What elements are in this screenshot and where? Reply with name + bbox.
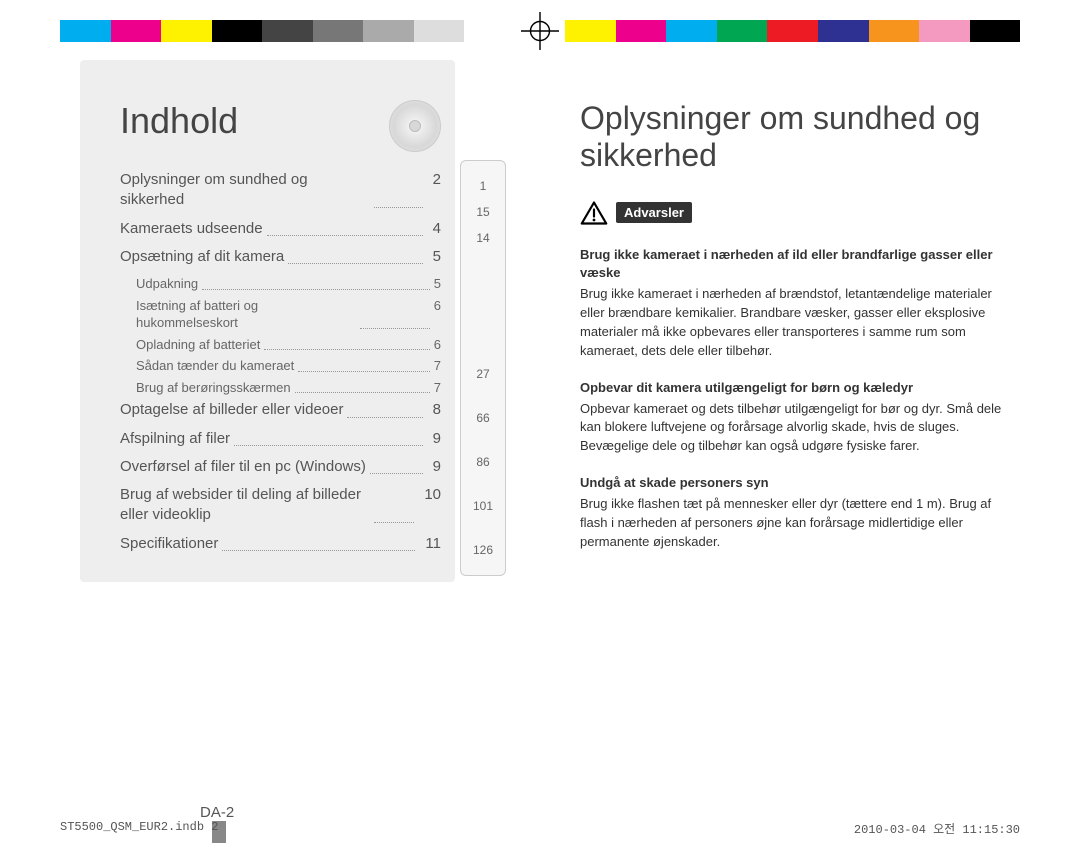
toc-item-page: 9 xyxy=(427,457,441,477)
toc-item-label: Overførsel af filer til en pc (Windows) xyxy=(120,457,366,477)
warning-badge: Advarsler xyxy=(580,200,1020,226)
print-footer: ST5500_QSM_EUR2.indb 2 2010-03-04 오전 11:… xyxy=(60,820,1020,837)
reference-page-column: 11514 27 66 86 101 126 xyxy=(460,160,506,576)
toc-ref-page: 66 xyxy=(476,405,489,431)
toc-ref-page: 15 xyxy=(476,199,489,225)
color-swatch xyxy=(616,20,667,42)
toc-item-page: 4 xyxy=(427,219,441,239)
color-swatch xyxy=(111,20,162,42)
color-swatch xyxy=(60,20,111,42)
color-swatch xyxy=(767,20,818,42)
section-body: Opbevar kameraet og dets tilbehør utilgæ… xyxy=(580,400,1020,457)
content-column: Oplysninger om sundhed og sikkerhed Adva… xyxy=(520,60,1020,791)
toc-subitem-label: Udpakning xyxy=(136,275,198,293)
color-swatch xyxy=(262,20,313,42)
section-heading: Brug ikke kameraet i nærheden af ild ell… xyxy=(580,246,1020,284)
toc-item: Specifikationer 11 xyxy=(120,534,441,554)
color-swatch xyxy=(818,20,869,42)
toc-subitem: Udpakning 5 xyxy=(136,275,441,293)
section-heading: Undgå at skade personers syn xyxy=(580,474,1020,493)
toc-subitem-label: Opladning af batteriet xyxy=(136,336,260,354)
toc-item-label: Specifikationer xyxy=(120,534,218,554)
toc-item-label: Kameraets udseende xyxy=(120,219,263,239)
color-swatch xyxy=(414,20,465,42)
toc-item-page: 9 xyxy=(427,429,441,449)
warning-section: Opbevar dit kamera utilgængeligt for bør… xyxy=(580,379,1020,456)
toc-item: Opsætning af dit kamera 5 xyxy=(120,247,441,267)
toc-item: Optagelse af billeder eller videoer 8 xyxy=(120,400,441,420)
page-number: DA-2 xyxy=(200,804,234,821)
color-swatch xyxy=(666,20,717,42)
toc-item-label: Optagelse af billeder eller videoer xyxy=(120,400,343,420)
toc-item: Brug af websider til deling af billeder … xyxy=(120,485,441,526)
toc-subitem: Brug af berøringsskærmen 7 xyxy=(136,379,441,397)
toc-ref-page: 86 xyxy=(476,449,489,475)
color-swatch xyxy=(970,20,1021,42)
color-swatch xyxy=(717,20,768,42)
section-body: Brug ikke kameraet i nærheden af brændst… xyxy=(580,285,1020,360)
color-swatch xyxy=(363,20,414,42)
toc-item-page: 11 xyxy=(419,534,441,554)
section-body: Brug ikke flashen tæt på mennesker eller… xyxy=(580,495,1020,552)
color-swatch xyxy=(869,20,920,42)
toc-subitem-label: Sådan tænder du kameraet xyxy=(136,357,294,375)
toc-ref-page: 1 xyxy=(480,173,487,199)
toc-subitem-page: 6 xyxy=(434,336,441,354)
warning-section: Undgå at skade personers syn Brug ikke fl… xyxy=(580,474,1020,551)
toc-subitem-page: 7 xyxy=(434,357,441,375)
toc-item-label: Afspilning af filer xyxy=(120,429,230,449)
toc-subitem: Sådan tænder du kameraet 7 xyxy=(136,357,441,375)
toc-item-page: 8 xyxy=(427,400,441,420)
toc-subitem-label: Isætning af batteri og hukommelseskort xyxy=(136,297,356,332)
toc-ref-page: 126 xyxy=(473,537,493,563)
warning-section: Brug ikke kameraet i nærheden af ild ell… xyxy=(580,246,1020,361)
warning-triangle-icon xyxy=(580,200,608,226)
footer-filename: ST5500_QSM_EUR2.indb 2 xyxy=(60,820,218,837)
toc-item: Afspilning af filer 9 xyxy=(120,429,441,449)
toc-item: Overførsel af filer til en pc (Windows) 9 xyxy=(120,457,441,477)
toc-box: Indhold Oplysninger om sundhed og sikker… xyxy=(80,60,455,582)
section-heading: Opbevar dit kamera utilgængeligt for bør… xyxy=(580,379,1020,398)
toc-item: Oplysninger om sundhed og sikkerhed 2 xyxy=(120,170,441,211)
color-swatch xyxy=(565,20,616,42)
toc-item-label: Opsætning af dit kamera xyxy=(120,247,284,267)
toc-ref-page: 101 xyxy=(473,493,493,519)
toc-subitem: Isætning af batteri og hukommelseskort 6 xyxy=(136,297,441,332)
toc-subitem-page: 6 xyxy=(434,297,441,332)
color-swatch xyxy=(313,20,364,42)
color-swatch xyxy=(212,20,263,42)
toc-item-page: 10 xyxy=(418,485,441,526)
toc-item: Kameraets udseende 4 xyxy=(120,219,441,239)
toc-subitem-label: Brug af berøringsskærmen xyxy=(136,379,291,397)
color-swatch xyxy=(464,20,515,42)
toc-item-label: Brug af websider til deling af billeder … xyxy=(120,485,370,526)
toc-ref-page: 14 xyxy=(476,225,489,251)
toc-item-page: 5 xyxy=(427,247,441,267)
color-swatch xyxy=(161,20,212,42)
color-swatch xyxy=(919,20,970,42)
toc-subitem: Opladning af batteriet 6 xyxy=(136,336,441,354)
toc-subitem-page: 7 xyxy=(434,379,441,397)
toc-column: Indhold Oplysninger om sundhed og sikker… xyxy=(60,60,520,791)
toc-subitem-page: 5 xyxy=(434,275,441,293)
toc-item-label: Oplysninger om sundhed og sikkerhed xyxy=(120,170,370,211)
toc-item-page: 2 xyxy=(427,170,441,211)
page-title: Oplysninger om sundhed og sikkerhed xyxy=(580,100,1020,174)
disc-icon xyxy=(389,100,441,152)
footer-timestamp: 2010-03-04 오전 11:15:30 xyxy=(854,820,1020,837)
registration-mark-icon xyxy=(521,12,559,50)
warning-label: Advarsler xyxy=(616,202,692,223)
toc-ref-page: 27 xyxy=(476,361,489,387)
